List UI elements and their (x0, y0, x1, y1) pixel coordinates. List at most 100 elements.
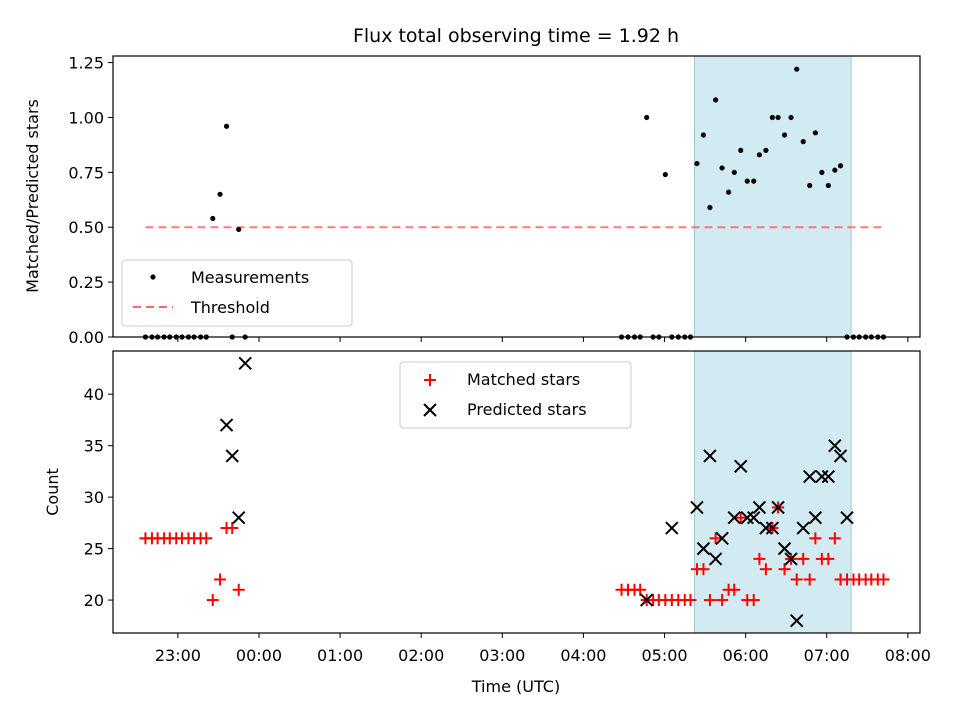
matched-star-point (232, 583, 245, 596)
matched-star-point (753, 552, 766, 565)
legend-threshold-label: Threshold (190, 298, 270, 317)
predicted-star-point (639, 593, 654, 607)
matched-star-point (797, 552, 810, 565)
x-tick-label: 04:00 (560, 646, 606, 665)
bottom-panel: 20 25 30 35 40 23:00 00:00 01:00 02:00 03:00 04:0… (43, 350, 931, 696)
predicted-star-point (219, 418, 234, 432)
y-tick-label: 40 (84, 385, 104, 404)
y-tick-label: 0.50 (68, 218, 104, 237)
matched-star-point (709, 532, 722, 545)
matched-star-point (214, 573, 227, 586)
x-tick-label: 03:00 (479, 646, 525, 665)
bottom-y-axis-label: Count (43, 468, 62, 516)
predicted-star-point (833, 449, 848, 463)
y-tick-label: 35 (84, 437, 104, 456)
matched-star-point (803, 573, 816, 586)
predicted-star-point (708, 552, 723, 566)
predicted-star-point (747, 511, 761, 525)
bottom-legend-box (399, 361, 632, 429)
matched-star-point (716, 594, 729, 607)
measurement-point (825, 182, 831, 189)
predicted-star-point (796, 521, 810, 535)
predicted-star-point (740, 511, 754, 525)
measurement-point (719, 165, 725, 171)
top-highlight-span (694, 55, 852, 338)
predicted-star-point (238, 356, 252, 371)
matched-star-point (809, 532, 822, 545)
top-legend: Measurements Threshold (121, 259, 353, 327)
x-tick-label: 00:00 (236, 646, 282, 665)
predicted-star-point (734, 459, 748, 473)
measurement-point (236, 226, 242, 233)
matched-star-point (877, 573, 890, 586)
predicted-star-point (808, 511, 823, 525)
x-tick-label: 06:00 (723, 646, 769, 665)
predicted-star-point (715, 531, 729, 546)
measurement-point (694, 160, 700, 167)
legend-measurements-label: Measurements (191, 268, 309, 287)
legend-measurements-marker (150, 274, 156, 280)
bottom-x-ticks: 23:00 00:00 01:00 02:00 03:00 04:00 05:00 06:00… (155, 633, 931, 665)
top-y-ticks: 0.00 0.25 0.50 0.75 1.00 1.25 (68, 54, 113, 347)
predicted-star-point (665, 521, 679, 535)
top-x-ticks (177, 337, 909, 342)
y-tick-label: 25 (84, 540, 104, 559)
predicted-star-point (784, 552, 798, 566)
top-legend-box (121, 259, 353, 327)
y-tick-label: 0.25 (68, 273, 104, 292)
predicted-star-point (727, 511, 741, 525)
predicted-star-point (696, 541, 711, 556)
predicted-star-point (790, 613, 804, 628)
bottom-axes-frame (112, 350, 921, 634)
matched-star-point (697, 563, 710, 576)
measurement-point (769, 114, 775, 121)
matched-star-point (822, 552, 835, 565)
x-tick-label: 01:00 (317, 646, 363, 665)
measurement-point (775, 114, 781, 121)
x-tick-label: 05:00 (641, 646, 687, 665)
chart-title: Flux total observing time = 1.92 h (353, 25, 679, 47)
measurement-point (210, 215, 216, 222)
top-y-axis-label: Matched/Predicted stars (23, 99, 42, 293)
matched-stars-points (139, 501, 890, 607)
measurement-point (644, 114, 650, 121)
predicted-star-point (765, 521, 780, 535)
measurement-point (807, 182, 813, 189)
matched-star-point (728, 583, 741, 596)
measurement-point (819, 169, 825, 175)
measurement-point (707, 204, 713, 211)
bottom-y-ticks: 20 25 30 35 40 (84, 385, 113, 610)
matched-star-point (226, 522, 239, 535)
matched-star-point (206, 594, 219, 607)
matched-star-point (200, 532, 213, 545)
matched-star-point (790, 573, 803, 586)
predicted-star-point (703, 449, 717, 463)
predicted-star-point (840, 511, 854, 525)
y-tick-label: 20 (84, 591, 104, 610)
predicted-star-point (771, 500, 785, 515)
measurement-point (223, 123, 230, 129)
bottom-highlight-span (694, 350, 852, 634)
measurement-point (788, 114, 794, 121)
x-tick-label: 07:00 (804, 646, 850, 665)
matched-star-point (634, 583, 647, 596)
legend-predicted-marker (423, 403, 437, 417)
y-tick-label: 0.75 (68, 163, 104, 182)
bottom-legend: Matched stars Predicted stars (399, 361, 632, 429)
predicted-star-point (752, 500, 767, 515)
measurement-point (713, 97, 719, 103)
measurement-points (142, 66, 887, 340)
legend-matched-label: Matched stars (467, 370, 580, 389)
measurement-point (662, 171, 668, 178)
predicted-star-point (225, 449, 239, 463)
measurement-point (812, 130, 818, 136)
matched-star-point (684, 594, 697, 607)
measurement-point (794, 66, 800, 72)
measurement-point (781, 132, 788, 138)
matched-star-point (734, 511, 747, 524)
measurement-point (756, 152, 763, 158)
y-tick-label: 1.00 (68, 108, 104, 127)
y-tick-label: 30 (84, 488, 104, 507)
measurement-point (837, 163, 844, 169)
measurement-point (725, 189, 732, 195)
